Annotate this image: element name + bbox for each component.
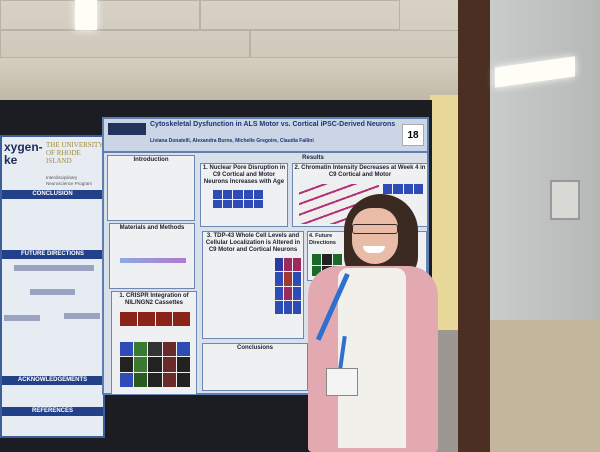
poster-title: Cytoskeletal Dysfunction in ALS Motor vs… (150, 121, 396, 128)
chromatin-images (383, 184, 423, 194)
door-frame (458, 0, 492, 452)
ceiling-tile (0, 0, 200, 30)
reflected-light (495, 56, 575, 88)
white-top (338, 268, 406, 448)
flow-box (64, 313, 100, 319)
materials-panel: Materials and Methods (109, 223, 195, 289)
program-name: Interdisciplinary Neuroscience Program (46, 175, 93, 186)
crispr-panel: 1. CRISPR Integration of NIL/NGN2 Casset… (111, 291, 197, 395)
timeline-arrow (120, 258, 186, 263)
institution-logo (108, 123, 146, 135)
tdp43-images (275, 258, 301, 314)
introduction-panel: Introduction (107, 155, 195, 221)
materials-heading: Materials and Methods (119, 225, 185, 231)
acknowledgements-heading: ACKNOWLEDGEMENTS (2, 376, 103, 385)
poster-title-bar: Cytoskeletal Dysfunction in ALS Motor vs… (104, 119, 427, 153)
introduction-heading: Introduction (133, 157, 169, 163)
flow-box (4, 315, 40, 321)
ceiling-light (75, 0, 97, 30)
future-heading: 4. Future Directions (309, 233, 336, 246)
ceiling-tile (250, 30, 470, 58)
microscopy-grid (120, 342, 190, 387)
sign (550, 180, 580, 220)
ceiling-tile (200, 0, 400, 30)
poster-left-title: xygen- ke (4, 140, 43, 167)
person (300, 190, 440, 452)
glass-panel (490, 0, 600, 452)
crispr-heading: 1. CRISPR Integration of NIL/NGN2 Casset… (119, 293, 189, 306)
name-badge (326, 368, 358, 396)
nuclear-panel: 1. Nuclear Pore Disruption in C9 Cortica… (200, 163, 288, 227)
future-directions-heading: FUTURE DIRECTIONS (2, 250, 103, 259)
image-row-red (120, 312, 190, 326)
poster-left: xygen- ke THE UNIVERSITY OF RHODE ISLAND… (0, 135, 105, 438)
results-heading: Results (302, 155, 324, 161)
conclusions-heading: Conclusions (236, 345, 273, 351)
smile (363, 246, 385, 253)
flow-box (14, 265, 94, 271)
conclusion-heading: CONCLUSION (2, 190, 103, 199)
conclusions-panel: Conclusions (202, 343, 308, 391)
face (352, 208, 398, 264)
results-heading-wrap: Results (198, 154, 428, 163)
ceiling-tile (0, 30, 250, 58)
chromatin-heading: 2. Chromatin Intensity Decreases at Week… (294, 165, 426, 178)
tdp43-panel: 3. TDP-43 Whole Cell Levels and Cellular… (202, 231, 304, 339)
university-logo: THE UNIVERSITY OF RHODE ISLAND (46, 141, 104, 165)
references-heading: REFERENCES (2, 407, 103, 416)
tdp43-heading: 3. TDP-43 Whole Cell Levels and Cellular… (205, 233, 301, 253)
poster-authors: Liviana Donatelli, Alexandra Burns, Mich… (150, 138, 314, 144)
soffit (0, 58, 470, 103)
boxes (490, 320, 600, 452)
nuclear-heading: 1. Nuclear Pore Disruption in C9 Cortica… (202, 165, 286, 185)
nuclear-images (213, 190, 263, 208)
flow-box (30, 289, 75, 295)
board-number: 18 (402, 124, 424, 146)
glasses (352, 224, 398, 234)
